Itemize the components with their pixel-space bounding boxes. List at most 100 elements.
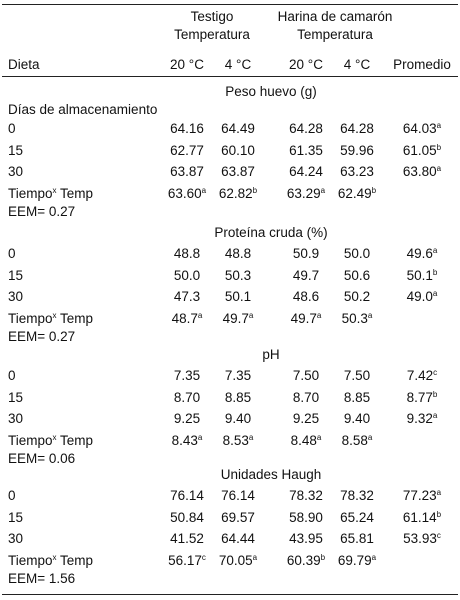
row-label: 30 xyxy=(8,531,23,547)
value-cell: 64.24 xyxy=(282,164,330,180)
cell-value: 8.70 xyxy=(173,389,201,405)
row-label: 30 xyxy=(8,289,23,305)
value-cell: 78.32 xyxy=(335,488,379,504)
value-cell: 50.9 xyxy=(282,246,330,262)
value-cell: 48.6 xyxy=(282,289,330,305)
cell-value: 65.81 xyxy=(340,531,374,546)
cell-value: 56.17 xyxy=(168,552,202,568)
col-header-testigo-20c: 20 °C xyxy=(170,57,204,72)
significance-letter: a xyxy=(248,310,254,320)
value-cell: 49.7a xyxy=(282,311,330,327)
significance-letter: a xyxy=(316,310,322,320)
significance-letter: b xyxy=(320,552,326,562)
value-cell: 63.23 xyxy=(335,164,379,180)
section-title: Unidades Haugh xyxy=(220,467,322,482)
cell-value: 49.7 xyxy=(290,310,317,326)
cell-value: 77.23 xyxy=(402,488,437,503)
significance-letter: a xyxy=(432,289,438,298)
value-cell: 48.8 xyxy=(216,246,260,262)
value-cell: 64.16 xyxy=(163,121,211,137)
promedio-cell: 49.0a xyxy=(388,289,456,305)
cell-value: 7.50 xyxy=(343,368,371,383)
promedio-cell: 61.05b xyxy=(388,143,456,159)
value-cell: 41.52 xyxy=(163,531,211,547)
row-label-text: 15 xyxy=(8,389,24,405)
row-label-text: 0 xyxy=(8,488,16,503)
cell-value: 8.70 xyxy=(292,389,320,405)
cell-value: 9.25 xyxy=(173,411,201,426)
cell-value: 64.24 xyxy=(289,164,323,179)
promedio-cell: 53.93c xyxy=(388,531,456,547)
cell-value: 76.14 xyxy=(221,488,255,503)
value-cell: 49.7 xyxy=(282,268,330,284)
significance-letter: a xyxy=(367,310,373,320)
row-label: 30 xyxy=(8,411,23,427)
value-cell: 78.32 xyxy=(282,488,330,504)
cell-value: 49.0 xyxy=(406,289,433,304)
cell-value: 63.60 xyxy=(167,185,202,201)
value-cell: 9.40 xyxy=(335,411,379,427)
cell-value: 64.03 xyxy=(402,121,437,136)
significance-letter: a xyxy=(432,411,438,420)
significance-letter: b xyxy=(371,185,377,195)
value-cell: 70.05a xyxy=(216,553,260,569)
row-label: 0 xyxy=(8,488,16,504)
cell-value: 76.14 xyxy=(170,488,204,503)
cell-value: 50.3 xyxy=(224,267,252,283)
promedio-cell: 49.6a xyxy=(388,246,456,262)
cell-value: 50.9 xyxy=(292,246,320,261)
value-cell: 62.82b xyxy=(216,186,260,202)
value-cell: 7.35 xyxy=(216,368,260,384)
row-label-text: 0 xyxy=(8,121,16,136)
header-rule xyxy=(2,76,458,77)
value-cell: 43.95 xyxy=(282,531,330,547)
cell-value: 53.93 xyxy=(403,531,437,546)
cell-value: 8.85 xyxy=(224,389,252,405)
cell-value: 62.82 xyxy=(218,185,253,201)
value-cell: 8.58a xyxy=(335,433,379,449)
row-label-text: Tiempo xyxy=(8,432,53,448)
value-cell: 7.50 xyxy=(282,368,330,384)
significance-letter: c xyxy=(433,368,438,377)
section-title: Proteína cruda (%) xyxy=(214,225,328,240)
value-cell: 64.49 xyxy=(216,121,260,137)
row-label-tail: Temp xyxy=(56,552,94,568)
cell-value: 63.87 xyxy=(221,164,255,179)
significance-letter: a xyxy=(436,121,442,130)
value-cell: 9.25 xyxy=(282,411,330,427)
cell-value: 64.49 xyxy=(221,121,255,136)
cell-value: 8.43 xyxy=(171,432,198,448)
significance-letter: b xyxy=(252,185,258,195)
value-cell: 8.70 xyxy=(163,390,211,406)
significance-letter: a xyxy=(201,185,207,195)
testigo-subheading: Temperatura xyxy=(174,27,250,42)
value-cell: 50.3a xyxy=(335,311,379,327)
testigo-heading: Testigo xyxy=(190,9,234,24)
cell-value: 49.7 xyxy=(222,310,249,326)
row-label: 15 xyxy=(8,143,23,159)
promedio-cell: 63.80a xyxy=(388,164,456,180)
row-label: 0 xyxy=(8,246,16,262)
cell-value: 43.95 xyxy=(289,531,323,546)
row-label-text: 15 xyxy=(8,267,24,283)
value-cell: 64.28 xyxy=(335,121,379,137)
value-cell: 69.57 xyxy=(216,510,260,526)
cell-value: 50.2 xyxy=(343,289,371,304)
value-cell: 60.39b xyxy=(282,553,330,569)
value-cell: 50.1 xyxy=(216,289,260,305)
value-cell: 58.90 xyxy=(282,510,330,526)
cell-value: 8.77 xyxy=(406,389,433,405)
value-cell: 76.14 xyxy=(216,488,260,504)
value-cell: 76.14 xyxy=(163,488,211,504)
value-cell: 64.44 xyxy=(216,531,260,547)
cell-value: 64.16 xyxy=(170,121,204,136)
cell-value: 69.79 xyxy=(337,552,372,568)
col-header-promedio: Promedio xyxy=(393,57,451,72)
value-cell: 50.2 xyxy=(335,289,379,305)
significance-letter: a xyxy=(371,552,377,562)
value-cell: 63.60a xyxy=(163,186,211,202)
significance-letter: b xyxy=(432,267,438,277)
row-label-superscript: x xyxy=(52,185,57,195)
bottom-rule xyxy=(2,594,458,595)
